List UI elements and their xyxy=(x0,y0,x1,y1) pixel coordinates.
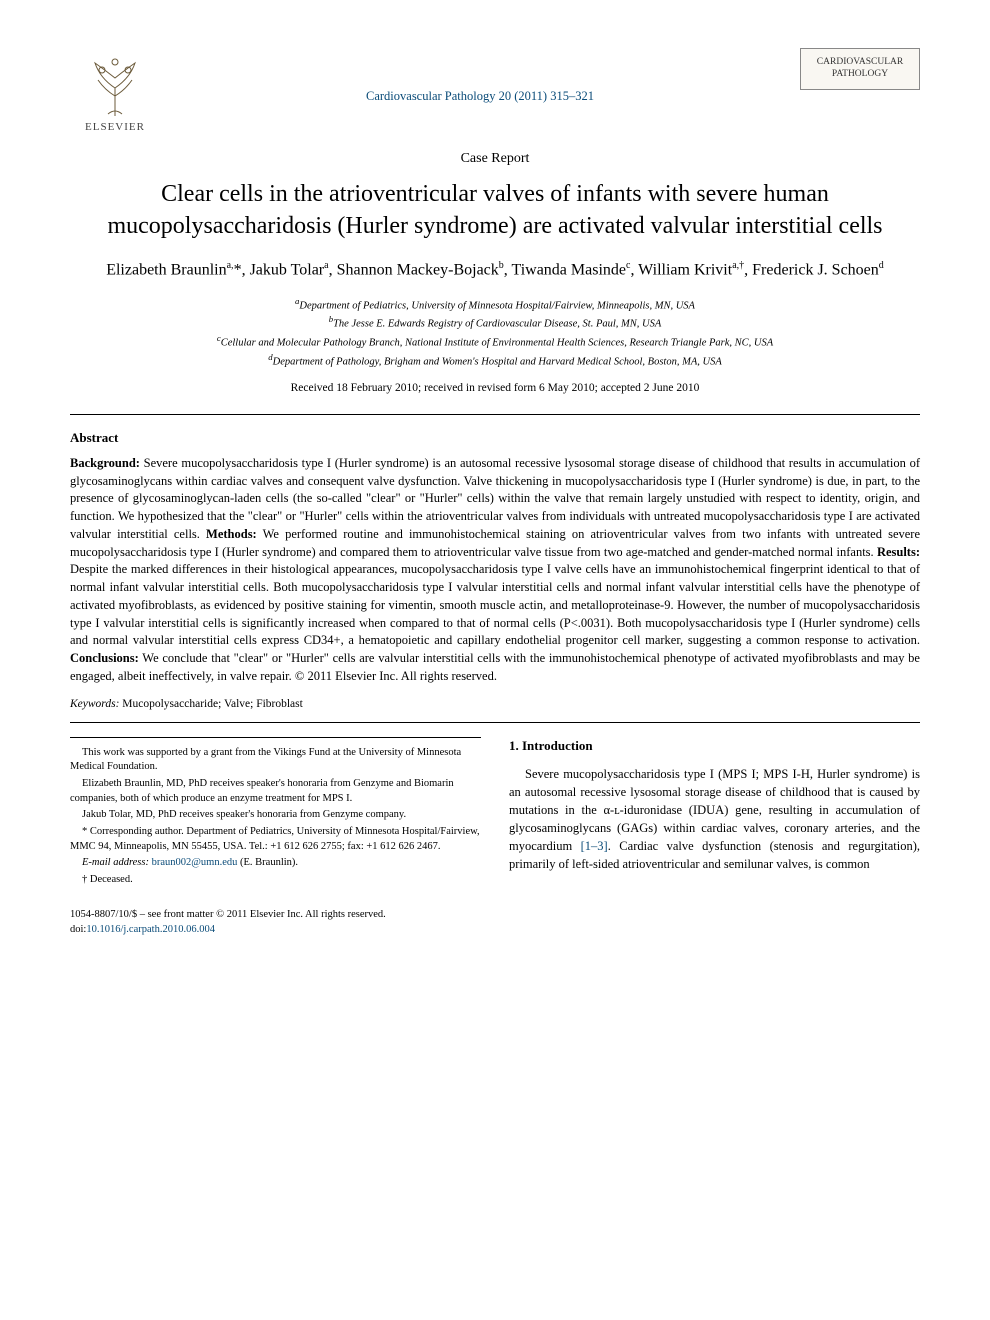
publisher-name: ELSEVIER xyxy=(85,120,145,135)
abstract-text: Background: Severe mucopolysaccharidosis… xyxy=(70,455,920,686)
abstract-results-label: Results: xyxy=(877,545,920,559)
abstract-concl-text: We conclude that "clear" or "Hurler" cel… xyxy=(70,651,920,683)
doi-line: doi:10.1016/j.carpath.2010.06.004 xyxy=(70,923,386,938)
journal-citation[interactable]: Cardiovascular Pathology 20 (2011) 315–3… xyxy=(160,48,800,106)
affiliation-d: dDepartment of Pathology, Brigham and Wo… xyxy=(70,351,920,370)
journal-header: ELSEVIER Cardiovascular Pathology 20 (20… xyxy=(70,48,920,135)
intro-paragraph: Severe mucopolysaccharidosis type I (MPS… xyxy=(509,765,920,874)
elsevier-tree-icon xyxy=(80,48,150,118)
affiliation-a: aDepartment of Pediatrics, University of… xyxy=(70,295,920,314)
footnote-funding: This work was supported by a grant from … xyxy=(70,746,481,775)
doi-link[interactable]: 10.1016/j.carpath.2010.06.004 xyxy=(86,924,215,935)
page-footer: 1054-8807/10/$ – see front matter © 2011… xyxy=(70,908,920,937)
abstract-heading: Abstract xyxy=(70,429,920,447)
journal-badge: CARDIOVASCULAR PATHOLOGY xyxy=(800,48,920,90)
article-type: Case Report xyxy=(70,149,920,169)
footnotes-column: This work was supported by a grant from … xyxy=(70,737,481,890)
email-link[interactable]: braun002@umn.edu xyxy=(152,857,238,868)
intro-heading: 1. Introduction xyxy=(509,737,920,755)
email-suffix: (E. Braunlin). xyxy=(237,857,298,868)
introduction-column: 1. Introduction Severe mucopolysaccharid… xyxy=(509,737,920,890)
publisher-logo-block: ELSEVIER xyxy=(70,48,160,135)
intro-ref-link[interactable]: [1–3] xyxy=(581,839,608,853)
abstract-results-text: Despite the marked differences in their … xyxy=(70,562,920,647)
affiliation-list: aDepartment of Pediatrics, University of… xyxy=(70,295,920,370)
article-title: Clear cells in the atrioventricular valv… xyxy=(88,179,902,242)
affiliation-c: cCellular and Molecular Pathology Branch… xyxy=(70,332,920,351)
footnote-corresponding: * Corresponding author. Department of Pe… xyxy=(70,825,481,854)
author-list: Elizabeth Braunlina,*, Jakub Tolara, Sha… xyxy=(70,258,920,282)
copyright-line: 1054-8807/10/$ – see front matter © 2011… xyxy=(70,908,386,923)
footnote-deceased: † Deceased. xyxy=(70,873,481,888)
article-dates: Received 18 February 2010; received in r… xyxy=(70,380,920,396)
divider-bottom xyxy=(70,722,920,723)
abstract-methods-label: Methods: xyxy=(206,527,257,541)
abstract-concl-label: Conclusions: xyxy=(70,651,139,665)
footer-left: 1054-8807/10/$ – see front matter © 2011… xyxy=(70,908,386,937)
two-column-region: This work was supported by a grant from … xyxy=(70,737,920,890)
email-label: E-mail address: xyxy=(82,857,149,868)
abstract-bg-label: Background: xyxy=(70,456,140,470)
footnote-coi2: Jakub Tolar, MD, PhD receives speaker's … xyxy=(70,808,481,823)
keywords-value: Mucopolysaccharide; Valve; Fibroblast xyxy=(119,698,302,710)
footnote-email: E-mail address: braun002@umn.edu (E. Bra… xyxy=(70,856,481,871)
doi-label: doi: xyxy=(70,924,86,935)
keywords-label: Keywords: xyxy=(70,698,119,710)
keywords-line: Keywords: Mucopolysaccharide; Valve; Fib… xyxy=(70,696,920,712)
footnote-coi1: Elizabeth Braunlin, MD, PhD receives spe… xyxy=(70,777,481,806)
divider-top xyxy=(70,414,920,415)
affiliation-b: bThe Jesse E. Edwards Registry of Cardio… xyxy=(70,313,920,332)
